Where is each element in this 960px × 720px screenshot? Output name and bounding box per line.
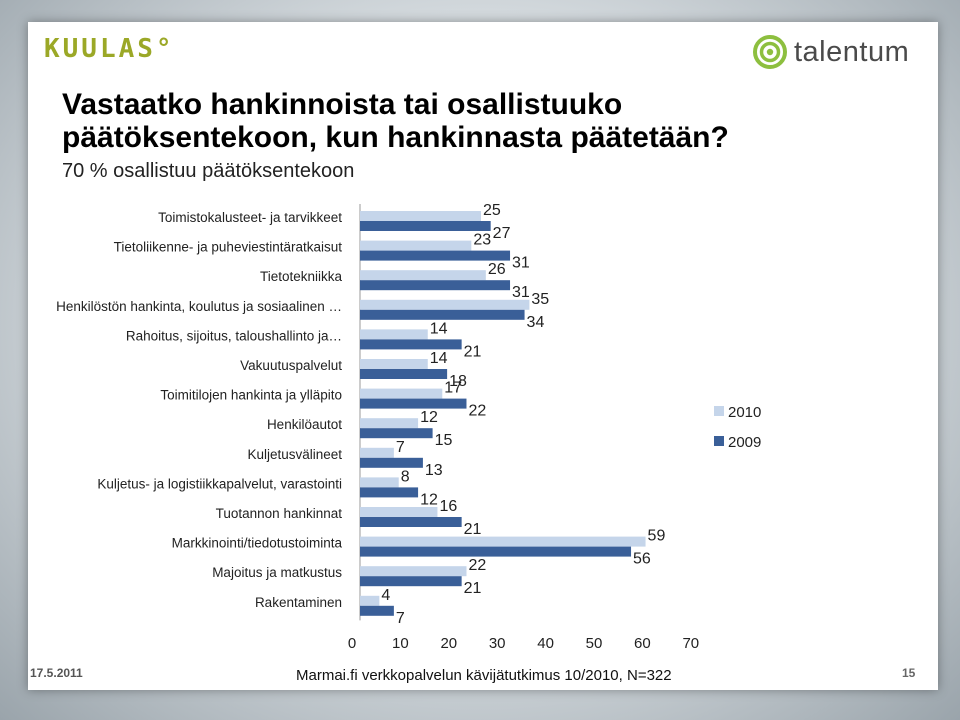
- data-label-2009: 15: [435, 432, 453, 449]
- data-label-2010: 7: [396, 439, 405, 456]
- talentum-logo: talentum: [752, 32, 909, 72]
- x-tick-label: 0: [348, 635, 356, 652]
- x-tick-label: 70: [682, 635, 699, 652]
- data-label-2009: 31: [512, 255, 530, 272]
- bar-2009: [360, 339, 462, 350]
- category-label: Toimistokalusteet- ja tarvikkeet: [158, 210, 342, 225]
- bar-2010: [360, 447, 394, 458]
- data-label-2010: 14: [430, 350, 448, 367]
- category-label: Vakuutuspalvelut: [240, 358, 342, 373]
- data-label-2010: 12: [420, 409, 438, 426]
- kuulas-logo: KUULAS°: [44, 34, 175, 64]
- footer-source: Marmai.fi verkkopalvelun kävijätutkimus …: [296, 667, 672, 684]
- category-label: Rahoitus, sijoitus, taloushallinto ja…: [126, 328, 342, 343]
- bar-2009: [360, 309, 525, 320]
- bar-2009: [360, 576, 462, 587]
- bar-2010: [360, 299, 530, 310]
- category-label: Tietoliikenne- ja puheviestintäratkaisut: [114, 240, 343, 255]
- data-label-2009: 31: [512, 284, 530, 301]
- category-label: Tietotekniikka: [260, 269, 343, 284]
- data-label-2009: 18: [449, 373, 467, 390]
- data-label-2010: 14: [430, 320, 448, 337]
- x-tick-label: 40: [537, 635, 554, 652]
- bar-2009: [360, 457, 423, 468]
- talentum-wordmark: talentum: [794, 35, 910, 68]
- data-label-2009: 56: [633, 551, 651, 568]
- x-tick-label: 20: [440, 635, 457, 652]
- bar-2009: [360, 280, 511, 291]
- bar-2009: [360, 487, 419, 498]
- data-label-2010: 25: [483, 202, 501, 219]
- bar-2010: [360, 536, 646, 547]
- bar-2009: [360, 546, 632, 557]
- bar-2009: [360, 428, 433, 439]
- x-tick-label: 10: [392, 635, 409, 652]
- x-tick-label: 30: [489, 635, 506, 652]
- bar-2009: [360, 517, 462, 527]
- x-tick-label: 50: [586, 635, 603, 652]
- data-label-2009: 27: [493, 225, 511, 242]
- bar-2010: [360, 388, 443, 399]
- category-label: Majoitus ja matkustus: [212, 565, 342, 580]
- data-label-2009: 22: [468, 403, 486, 420]
- data-label-2009: 34: [527, 314, 545, 331]
- data-label-2010: 23: [473, 232, 491, 249]
- category-label: Kuljetusvälineet: [247, 447, 342, 462]
- bar-2010: [360, 211, 481, 221]
- bar-2010: [360, 418, 419, 429]
- data-label-2009: 21: [464, 521, 482, 538]
- bar-2010: [360, 329, 428, 340]
- category-label: Markkinointi/tiedotustoiminta: [172, 536, 343, 551]
- data-label-2010: 59: [648, 528, 666, 545]
- category-label: Henkilöautot: [267, 417, 342, 432]
- talentum-logo-icon: [753, 35, 787, 69]
- category-label: Rakentaminen: [255, 595, 342, 610]
- data-label-2010: 26: [488, 261, 506, 278]
- bar-2010: [360, 595, 380, 606]
- data-label-2010: 4: [381, 587, 390, 604]
- legend-swatch-2009: [714, 436, 724, 446]
- data-label-2010: 35: [531, 291, 549, 308]
- bar-2010: [360, 507, 438, 517]
- bar-2010: [360, 270, 486, 281]
- footer-date: 17.5.2011: [30, 666, 83, 680]
- category-label: Toimitilojen hankinta ja ylläpito: [160, 388, 342, 403]
- category-label: Tuotannon hankinnat: [216, 506, 343, 521]
- bar-2009: [360, 398, 467, 409]
- data-label-2009: 21: [464, 580, 482, 597]
- bar-2009: [360, 605, 394, 616]
- slide-subtitle: 70 % osallistuu päätöksentekoon: [62, 160, 355, 182]
- bar-2010: [360, 359, 428, 369]
- data-label-2009: 21: [464, 343, 482, 360]
- category-label: Kuljetus- ja logistiikkapalvelut, varast…: [97, 476, 342, 491]
- bar-2009: [360, 221, 491, 231]
- slide: [28, 22, 938, 690]
- data-label-2009: 7: [396, 610, 405, 627]
- bar-2009: [360, 250, 511, 261]
- data-label-2010: 22: [468, 557, 486, 574]
- data-label-2010: 17: [444, 380, 462, 397]
- data-label-2010: 8: [401, 468, 410, 485]
- x-tick-label: 60: [634, 635, 651, 652]
- legend-label-2009: 2009: [728, 434, 761, 451]
- bar-2009: [360, 369, 448, 379]
- data-label-2010: 16: [439, 498, 457, 515]
- data-label-2009: 13: [425, 462, 443, 479]
- category-label: Henkilöstön hankinta, koulutus ja sosiaa…: [56, 299, 342, 314]
- bar-2010: [360, 240, 472, 251]
- slide-title: Vastaatko hankinnoista tai osallistuuko …: [62, 88, 729, 154]
- data-label-2009: 12: [420, 491, 438, 508]
- legend-label-2010: 2010: [728, 404, 761, 421]
- page-number: 15: [902, 666, 916, 680]
- bar-2010: [360, 566, 467, 577]
- legend-swatch-2010: [714, 406, 724, 416]
- bar-2010: [360, 477, 399, 488]
